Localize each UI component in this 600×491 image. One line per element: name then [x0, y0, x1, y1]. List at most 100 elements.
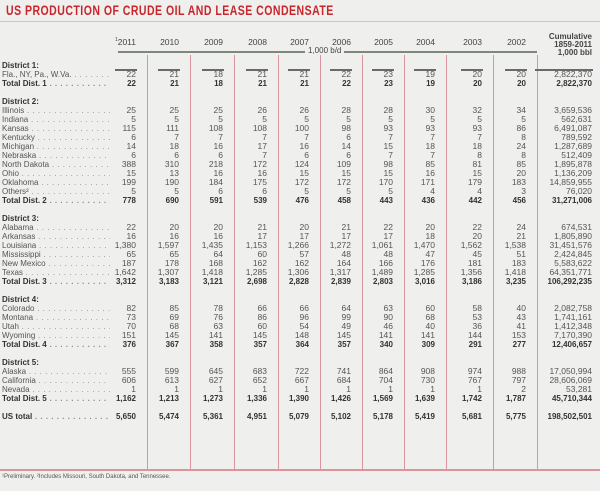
value-2004: 40 — [425, 321, 435, 331]
value-2007: 7 — [304, 132, 309, 142]
value-2009: 1,418 — [201, 267, 223, 277]
value-2004: 7 — [430, 150, 435, 160]
table-row: Colorado 82 85 78 66 66 64 63 60 58 40 2,082,758 — [0, 303, 600, 314]
value-2008: 539 — [253, 196, 267, 205]
value-2006: 458 — [337, 196, 351, 205]
value-2009: 64 — [213, 249, 223, 259]
cumulative-header-line3: 1,000 bbl — [557, 48, 592, 57]
value-2011: 376 — [122, 340, 136, 349]
row-label: California — [2, 376, 110, 385]
value-2010: 5,474 — [158, 412, 179, 421]
row-label: Mississippi — [2, 250, 110, 259]
value-2005: 28 — [383, 105, 393, 115]
district-total-row: Total Dist. 1 22 21 18 21 21 22 23 19 20 20 2,822,3… — [0, 79, 600, 88]
row-label: District 1: — [2, 61, 39, 70]
value-2011: 22 — [126, 69, 136, 79]
value-2006: 1 — [346, 384, 351, 394]
value-cumulative: 31,271,006 — [551, 196, 592, 205]
row-label: Oklahoma — [2, 178, 110, 187]
value-2010: 178 — [164, 258, 179, 268]
value-2008: 108 — [252, 123, 267, 133]
value-2002: 21 — [516, 231, 526, 241]
value-2003: 3,186 — [461, 277, 482, 286]
value-2002: 20 — [517, 79, 526, 88]
row-label: Indiana — [2, 115, 110, 124]
value-2008: 652 — [252, 375, 267, 385]
value-2011: 606 — [121, 375, 136, 385]
value-2009: 1,273 — [202, 394, 223, 403]
value-2002: 43 — [516, 312, 526, 322]
row-label: Alaska — [2, 367, 110, 376]
table-row: Texas 1,642 1,307 1,418 1,285 1,306 1,317 1,489… — [0, 267, 600, 278]
year-label: 2004 — [416, 37, 435, 47]
value-2002: 183 — [511, 258, 526, 268]
value-2009: 1,435 — [201, 240, 223, 250]
table-bottom-rule — [0, 469, 600, 471]
value-2002: 41 — [516, 321, 526, 331]
value-2008: 6 — [262, 186, 267, 196]
value-2009: 7 — [218, 132, 223, 142]
year-header-2005: 2005 — [362, 37, 393, 47]
row-label: Nebraska — [2, 151, 110, 160]
value-2005: 166 — [378, 258, 393, 268]
value-2007: 162 — [294, 258, 309, 268]
value-2010: 1,597 — [157, 240, 179, 250]
value-2008: 175 — [252, 177, 267, 187]
value-2005: 340 — [379, 340, 393, 349]
value-2011: 5,650 — [115, 412, 136, 421]
value-cumulative: 7,170,390 — [554, 330, 592, 340]
value-2006: 5 — [346, 114, 351, 124]
value-cumulative: 76,020 — [566, 186, 592, 196]
value-2009: 5,361 — [202, 412, 223, 421]
value-2003: 53 — [472, 312, 482, 322]
value-2008: 86 — [257, 312, 267, 322]
value-2004: 176 — [420, 258, 435, 268]
value-2002: 153 — [511, 330, 526, 340]
value-2006: 48 — [341, 249, 351, 259]
value-cumulative: 2,082,758 — [554, 303, 592, 313]
year-label: 2011 — [117, 37, 136, 47]
value-cumulative: 53,281 — [566, 384, 592, 394]
value-2009: 108 — [208, 123, 223, 133]
value-2006: 14 — [341, 141, 351, 151]
year-header-2010: 2010 — [147, 37, 179, 47]
value-2007: 1 — [304, 384, 309, 394]
value-cumulative: 2,424,845 — [554, 249, 592, 259]
value-2008: 145 — [252, 330, 267, 340]
value-2008: 60 — [257, 321, 267, 331]
value-2007: 5 — [304, 186, 309, 196]
value-2009: 76 — [213, 312, 223, 322]
us-total-row: US total 5,650 5,474 5,361 4,951 5,079 5,102 5,… — [0, 412, 600, 421]
value-2007: 5 — [304, 114, 309, 124]
value-2009: 16 — [213, 231, 223, 241]
footnote: ¹Preliminary. ²Includes Missouri, South … — [2, 474, 171, 480]
value-2007: 1,266 — [287, 240, 309, 250]
value-2006: 1,317 — [329, 267, 351, 277]
value-2008: 2,698 — [246, 277, 267, 286]
value-2008: 5 — [262, 114, 267, 124]
value-2008: 17 — [257, 231, 267, 241]
value-2005: 2,803 — [372, 277, 393, 286]
value-2008: 162 — [252, 258, 267, 268]
sum-rule — [115, 69, 137, 71]
value-2003: 1,356 — [460, 267, 482, 277]
sum-rule — [158, 69, 180, 71]
value-2003: 5 — [477, 114, 482, 124]
value-2011: 5 — [131, 186, 136, 196]
value-2011: 778 — [122, 196, 136, 205]
value-2004: 171 — [420, 177, 435, 187]
value-2006: 28 — [341, 105, 351, 115]
value-cumulative: 2,822,370 — [556, 79, 592, 88]
district-header: District 4: — [0, 295, 600, 304]
spacer — [0, 88, 600, 97]
value-2005: 170 — [378, 177, 393, 187]
value-2006: 98 — [341, 123, 351, 133]
value-2005: 1,061 — [371, 240, 393, 250]
value-2009: 20 — [213, 222, 223, 232]
value-2010: 145 — [164, 330, 179, 340]
value-2002: 3 — [521, 186, 526, 196]
value-2004: 4 — [430, 186, 435, 196]
value-2005: 90 — [383, 312, 393, 322]
value-2002: 5,775 — [505, 412, 526, 421]
year-header-2007: 2007 — [278, 37, 309, 47]
